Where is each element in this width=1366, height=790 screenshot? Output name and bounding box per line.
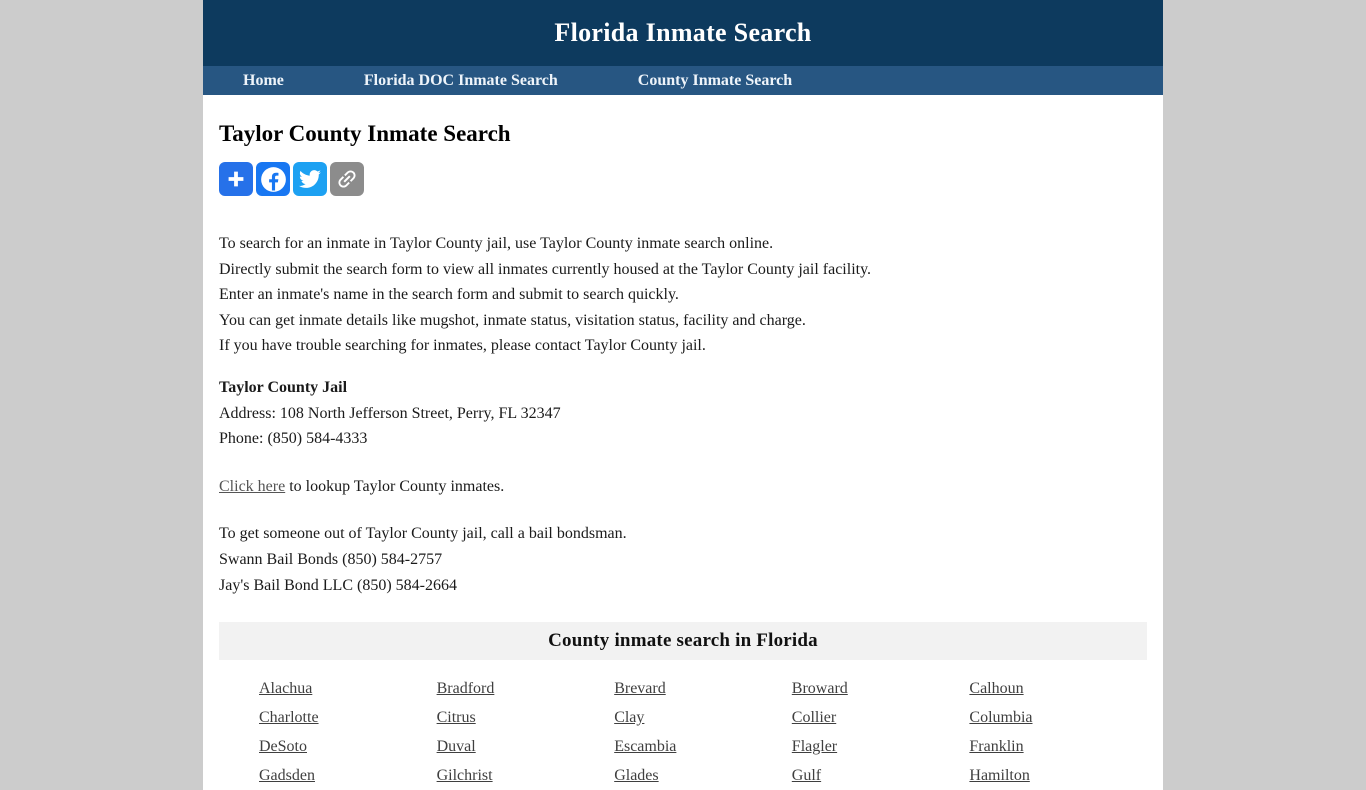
county-link-bradford[interactable]: Bradford (436, 680, 495, 698)
text-line: You can get inmate details like mugshot,… (219, 311, 806, 329)
lookup-link[interactable]: Click here (219, 477, 286, 495)
main-content: Taylor County Inmate Search (203, 121, 1163, 790)
text-line: To search for an inmate in Taylor County… (219, 235, 774, 252)
county-link-columbia[interactable]: Columbia (969, 709, 1033, 727)
bail-paragraph: To get someone out of Taylor County jail… (219, 521, 1147, 598)
nav-item-florida-doc-inmate-search[interactable]: Florida DOC Inmate Search (363, 72, 558, 89)
twitter-share-button[interactable] (293, 162, 327, 196)
county-link-franklin[interactable]: Franklin (969, 738, 1024, 756)
facebook-icon (260, 166, 287, 193)
county-link-duval[interactable]: Duval (436, 738, 476, 756)
page-container: Florida Inmate Search Home Florida DOC I… (203, 0, 1163, 790)
county-link-hamilton[interactable]: Hamilton (969, 767, 1030, 785)
text-line: If you have trouble searching for inmate… (219, 337, 706, 355)
text-line: Enter an inmate's name in the search for… (219, 286, 679, 304)
twitter-icon (299, 168, 321, 190)
site-header: Florida Inmate Search (203, 0, 1163, 66)
lookup-text: to lookup Taylor County inmates. (285, 477, 505, 495)
main-nav: Home Florida DOC Inmate Search County In… (203, 66, 1163, 95)
county-link-gadsden[interactable]: Gadsden (259, 767, 315, 785)
nav-item-home[interactable]: Home (243, 72, 284, 89)
text-line: Swann Bail Bonds (850) 584-2757 (219, 550, 443, 568)
county-link-citrus[interactable]: Citrus (436, 709, 476, 727)
county-section-header: County inmate search in Florida (219, 622, 1147, 661)
copy-link-share-button[interactable] (330, 162, 364, 196)
share-plus-button[interactable] (219, 162, 253, 196)
county-link-gilchrist[interactable]: Gilchrist (436, 767, 493, 785)
lookup-paragraph: Click here to lookup Taylor County inmat… (219, 474, 1147, 500)
county-grid: Alachua Bradford Brevard Broward Calhoun Char… (219, 674, 1107, 790)
link-icon (335, 167, 359, 191)
county-link-broward[interactable]: Broward (791, 680, 848, 698)
county-link-glades[interactable]: Glades (614, 767, 659, 785)
jail-phone: Phone: (850) 584-4333 (219, 430, 368, 448)
county-link-flagler[interactable]: Flagler (791, 738, 838, 756)
page-title: Taylor County Inmate Search (219, 121, 511, 146)
text-line: Directly submit the search form to view … (219, 260, 872, 278)
county-link-brevard[interactable]: Brevard (614, 680, 666, 698)
text-line: Jay's Bail Bond LLC (850) 584-2664 (219, 576, 457, 594)
county-link-alachua[interactable]: Alachua (259, 680, 313, 698)
county-section-title: County inmate search in Florida (548, 630, 818, 652)
county-link-escambia[interactable]: Escambia (614, 738, 677, 756)
county-link-clay[interactable]: Clay (614, 709, 645, 727)
county-link-gulf[interactable]: Gulf (791, 767, 822, 785)
jail-name: Taylor County Jail (219, 378, 348, 396)
jail-address: Address: 108 North Jefferson Street, Per… (219, 404, 561, 422)
county-link-calhoun[interactable]: Calhoun (969, 680, 1024, 698)
county-link-collier[interactable]: Collier (791, 709, 837, 727)
intro-paragraph: To search for an inmate in Taylor County… (219, 231, 1147, 359)
site-title: Florida Inmate Search (554, 18, 812, 47)
text-line: To get someone out of Taylor County jail… (219, 525, 627, 543)
facebook-share-button[interactable] (256, 162, 290, 196)
jail-info: Taylor County Jail Address: 108 North Je… (219, 375, 1147, 452)
share-buttons (219, 162, 1147, 196)
plus-icon (224, 167, 248, 191)
county-link-charlotte[interactable]: Charlotte (259, 709, 319, 727)
county-link-desoto[interactable]: DeSoto (259, 738, 307, 756)
nav-item-county-inmate-search[interactable]: County Inmate Search (637, 72, 793, 89)
